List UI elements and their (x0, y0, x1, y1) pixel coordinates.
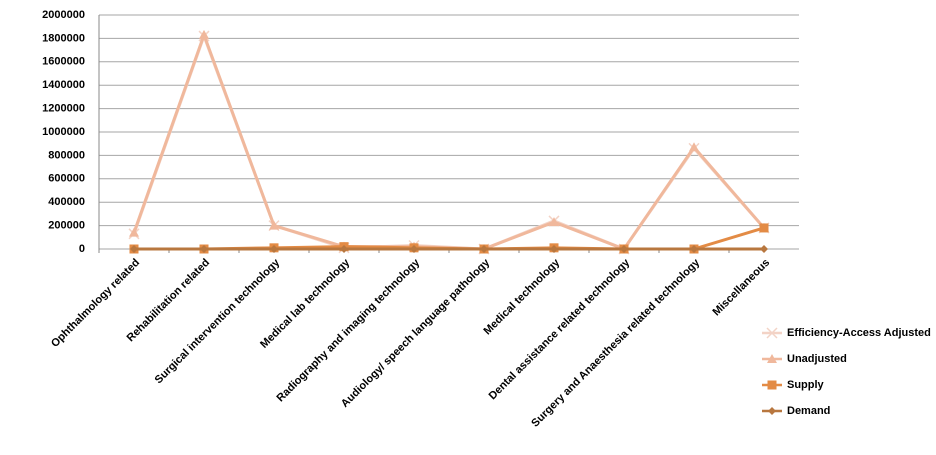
marker (690, 245, 698, 253)
y-tick-label: 1400000 (42, 79, 85, 91)
x-tick-label: Surgery and Anaesthesia related technolo… (529, 256, 703, 430)
y-tick-label: 2000000 (42, 9, 85, 21)
marker (199, 29, 209, 39)
legend-label: Efficiency-Access Adjusted (787, 327, 931, 339)
marker (340, 245, 348, 253)
series-line (132, 30, 766, 251)
y-tick-label: 1600000 (42, 56, 85, 68)
y-tick-label: 1200000 (42, 103, 85, 115)
x-tick-label: Miscellaneous (711, 257, 773, 319)
x-tick-label: Dental assistance related technology (487, 256, 633, 402)
marker (410, 245, 418, 253)
marker (549, 217, 559, 227)
y-tick-label: 400000 (48, 196, 85, 208)
marker (200, 245, 208, 253)
y-tick-label: 1800000 (42, 32, 85, 44)
x-tick-label: Surgical intervention technology (153, 256, 283, 386)
legend-marker (767, 380, 777, 390)
y-tick-label: 0 (79, 243, 85, 255)
marker (129, 227, 139, 237)
marker (130, 245, 138, 253)
legend-label: Demand (787, 405, 830, 417)
marker (480, 245, 488, 253)
y-tick-label: 800000 (48, 149, 85, 161)
x-tick-label: Medical technology (482, 256, 563, 337)
marker (269, 220, 279, 230)
legend-label: Supply (787, 379, 825, 391)
y-tick-label: 600000 (48, 173, 85, 185)
legend-label: Unadjusted (787, 353, 847, 365)
legend-marker (766, 327, 778, 339)
legend-marker (768, 407, 776, 415)
x-tick-label: Audiology/ speech language pathology (339, 256, 493, 410)
y-tick-label: 1000000 (42, 126, 85, 138)
x-tick-label: Radiography and imaging technology (275, 256, 423, 404)
y-tick-label: 200000 (48, 220, 85, 232)
marker (620, 245, 628, 253)
marker (760, 245, 768, 253)
marker (759, 223, 769, 233)
series-line (132, 31, 766, 251)
marker (689, 142, 699, 152)
marker (550, 245, 558, 253)
legend-marker (767, 354, 777, 363)
marker (270, 245, 278, 253)
